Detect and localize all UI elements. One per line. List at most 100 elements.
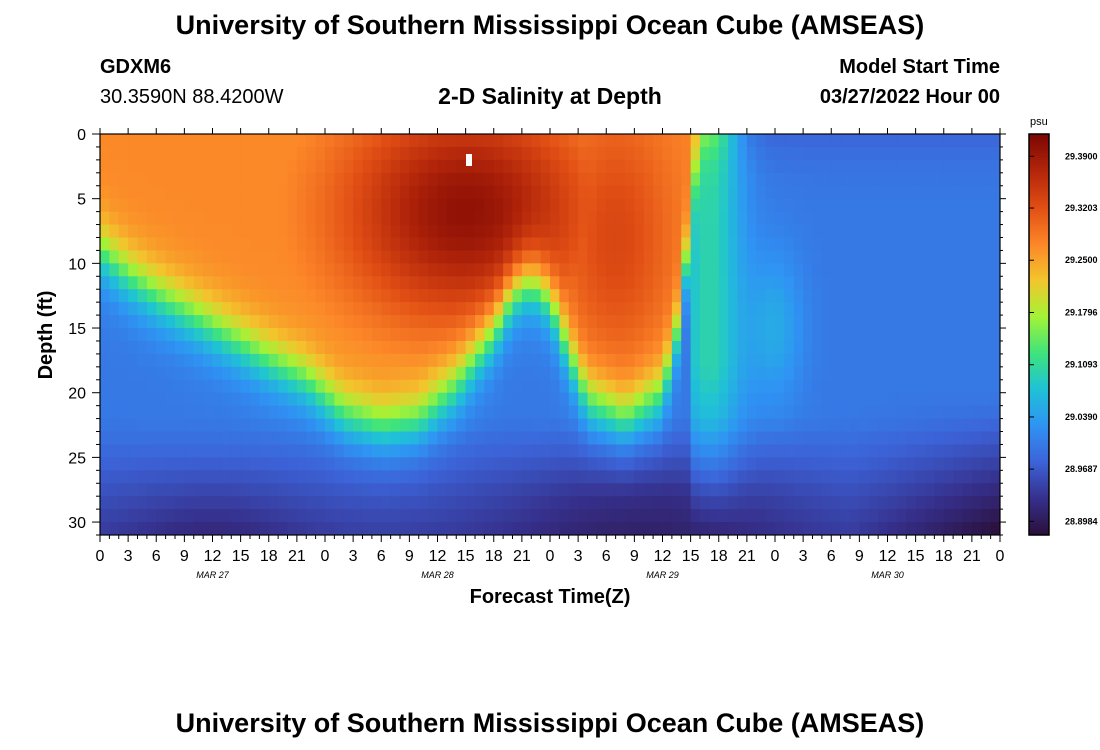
heatmap-cell	[634, 198, 645, 213]
heatmap-cell	[437, 134, 448, 148]
heatmap-cell	[793, 457, 804, 471]
heatmap-cell	[362, 470, 373, 484]
heatmap-cell	[765, 353, 776, 368]
heatmap-cell	[896, 159, 907, 174]
heatmap-cell	[953, 457, 964, 471]
heatmap-cell	[737, 134, 748, 148]
heatmap-cell	[118, 340, 129, 355]
heatmap-cell	[193, 509, 204, 523]
heatmap-cell	[362, 431, 373, 446]
heatmap-cell	[831, 328, 842, 342]
heatmap-cell	[146, 353, 157, 368]
heatmap-cell	[484, 392, 495, 407]
heatmap-cell	[175, 250, 185, 264]
heatmap-cell	[325, 470, 335, 484]
heatmap-cell	[906, 457, 917, 471]
heatmap-cell	[203, 276, 214, 290]
heatmap-cell	[671, 224, 682, 239]
heatmap-cell	[231, 522, 242, 535]
heatmap-cell	[231, 431, 242, 446]
heatmap-cell	[868, 211, 879, 226]
heatmap-cell	[596, 379, 607, 394]
heatmap-cell	[728, 457, 739, 471]
heatmap-cell	[437, 496, 448, 510]
heatmap-cell	[165, 379, 176, 394]
heatmap-cell	[362, 483, 373, 497]
heatmap-cell	[868, 470, 879, 484]
heatmap-cell	[484, 315, 495, 329]
heatmap-cell	[943, 276, 954, 290]
heatmap-cell	[840, 159, 851, 174]
heatmap-cell	[343, 224, 354, 239]
heatmap-cell	[306, 302, 317, 316]
heatmap-cell	[493, 302, 504, 316]
heatmap-cell	[250, 302, 260, 316]
heatmap-cell	[465, 198, 476, 213]
heatmap-cell	[812, 444, 823, 458]
heatmap-cell	[165, 405, 176, 420]
heatmap-cell	[634, 146, 645, 161]
heatmap-cell	[737, 159, 748, 174]
heatmap-cell	[943, 379, 954, 394]
heatmap-cell	[625, 224, 635, 239]
heatmap-cell	[278, 392, 289, 407]
heatmap-cell	[840, 315, 851, 329]
heatmap-cell	[596, 328, 607, 342]
heatmap-cell	[268, 353, 279, 368]
heatmap-cell	[596, 159, 607, 174]
heatmap-cell	[521, 328, 532, 342]
heatmap-cell	[109, 418, 120, 433]
heatmap-cell	[475, 457, 485, 471]
heatmap-cell	[146, 418, 157, 433]
heatmap-cell	[446, 328, 457, 342]
heatmap-cell	[531, 457, 542, 471]
heatmap-cell	[465, 328, 476, 342]
heatmap-cell	[306, 483, 317, 497]
x-tick-label: 21	[288, 548, 306, 565]
heatmap-cell	[409, 483, 420, 497]
heatmap-cell	[718, 392, 729, 407]
heatmap-cell	[737, 418, 748, 433]
heatmap-cell	[503, 405, 514, 420]
heatmap-cell	[100, 250, 110, 264]
heatmap-cell	[728, 418, 739, 433]
heatmap-cell	[259, 224, 270, 239]
heatmap-cell	[381, 237, 392, 252]
heatmap-cell	[700, 289, 710, 303]
heatmap-cell	[887, 431, 898, 446]
heatmap-cell	[437, 340, 448, 355]
heatmap-cell	[390, 431, 401, 446]
heatmap-cell	[221, 289, 232, 303]
heatmap-cell	[653, 418, 664, 433]
heatmap-cell	[840, 379, 851, 394]
heatmap-cell	[718, 134, 729, 148]
heatmap-cell	[578, 302, 589, 316]
heatmap-cell	[371, 302, 382, 316]
heatmap-cell	[746, 250, 757, 264]
heatmap-cell	[156, 159, 167, 174]
heatmap-cell	[240, 470, 251, 484]
heatmap-cell	[456, 185, 467, 200]
heatmap-cell	[221, 328, 232, 342]
heatmap-cell	[981, 237, 992, 252]
heatmap-cell	[475, 418, 485, 433]
heatmap-cell	[240, 418, 251, 433]
heatmap-cell	[521, 198, 532, 213]
heatmap-cell	[728, 302, 739, 316]
heatmap-cell	[606, 522, 617, 535]
heatmap-cell	[475, 263, 485, 277]
heatmap-cell	[550, 522, 560, 535]
heatmap-cell	[737, 392, 748, 407]
heatmap-cell	[812, 431, 823, 446]
heatmap-cell	[906, 134, 917, 148]
heatmap-cell	[587, 134, 598, 148]
heatmap-cell	[568, 366, 579, 381]
heatmap-cell	[915, 418, 926, 433]
heatmap-cell	[868, 289, 879, 303]
heatmap-cell	[371, 146, 382, 161]
heatmap-cell	[859, 379, 870, 394]
heatmap-cell	[231, 418, 242, 433]
heatmap-cell	[353, 172, 364, 187]
heatmap-cell	[868, 146, 879, 161]
